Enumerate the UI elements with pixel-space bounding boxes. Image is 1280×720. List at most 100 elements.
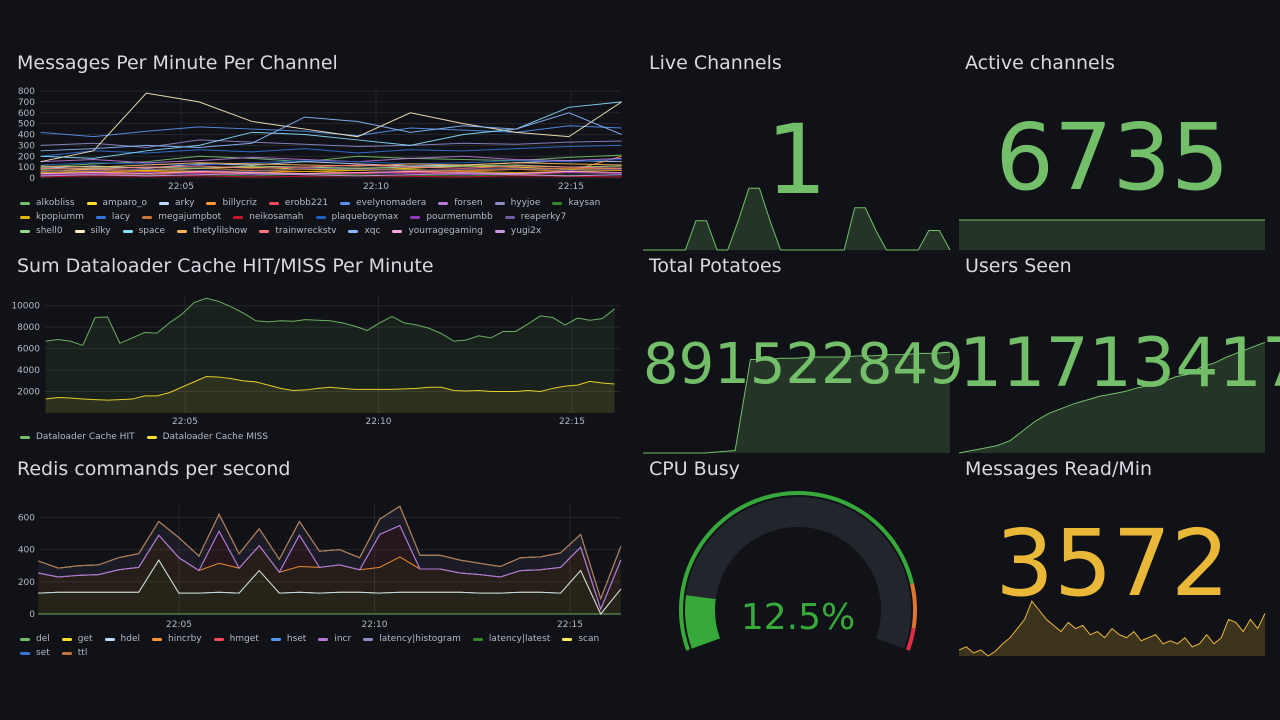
series-line-yourragegaming <box>40 170 622 175</box>
legend-swatch-icon <box>86 201 97 205</box>
legend-label: Dataloader Cache MISS <box>162 432 269 442</box>
legend-label: trainwreckstv <box>275 226 337 236</box>
legend-item[interactable]: latency|latest <box>472 634 551 644</box>
series-line-plaqueboymax <box>40 159 622 166</box>
panel-title-cache[interactable]: Sum Dataloader Cache HIT/MISS Per Minute <box>17 255 434 277</box>
legend-label: kpopiumm <box>36 212 84 222</box>
legend-item[interactable]: hdel <box>104 634 140 644</box>
legend-item[interactable]: scan <box>562 634 599 644</box>
legend-swatch-icon <box>74 229 85 233</box>
legend-label: amparo_o <box>102 198 148 208</box>
legend-swatch-icon <box>61 637 72 641</box>
x-tick-label: 22:15 <box>558 182 584 192</box>
legend-item[interactable]: hset <box>270 634 306 644</box>
panel-title-messages[interactable]: Messages Per Minute Per Channel <box>17 52 338 74</box>
legend-item[interactable]: kaysan <box>552 198 600 208</box>
legend-label: yugi2x <box>510 226 542 236</box>
messages-read-value: 3572 <box>995 510 1230 617</box>
gauge-threshold-green <box>679 491 914 651</box>
legend-item[interactable]: get <box>61 634 93 644</box>
legend-item[interactable]: arky <box>159 198 194 208</box>
panel-title-messages-read[interactable]: Messages Read/Min <box>965 458 1153 480</box>
legend-swatch-icon <box>562 637 573 641</box>
legend-item[interactable]: trainwreckstv <box>259 226 336 236</box>
legend-swatch-icon <box>340 201 351 205</box>
y-tick-label: 6000 <box>17 345 40 355</box>
legend-swatch-icon <box>20 637 30 641</box>
legend-swatch-icon <box>20 229 30 233</box>
legend-swatch-icon <box>122 229 133 233</box>
legend-item[interactable]: thetylilshow <box>177 226 247 236</box>
chart-2: 0 200 400 600 22:05 22:10 22:15 <box>18 503 622 630</box>
legend-item[interactable]: shell0 <box>20 226 63 236</box>
legend-swatch-icon <box>494 201 505 205</box>
legend-swatch-icon <box>268 201 279 205</box>
legend-item[interactable]: amparo_o <box>86 198 148 208</box>
legend-redis: del get hdel hincrby hmget hset incr latency|hi… <box>20 634 620 658</box>
legend-item[interactable]: forsen <box>438 198 483 208</box>
panel-title-live-channels[interactable]: Live Channels <box>649 52 782 74</box>
panel-title-active-channels[interactable]: Active channels <box>965 52 1115 74</box>
y-tick-label: 4000 <box>17 366 40 376</box>
y-tick-label: 200 <box>18 578 35 588</box>
legend-swatch-icon <box>20 435 30 439</box>
sparkline-area-live <box>643 188 950 250</box>
legend-label: arky <box>175 198 195 208</box>
sparkline-line-msgread <box>958 600 1266 657</box>
legend-item[interactable]: pourmenumbb <box>410 212 493 222</box>
y-tick-label: 600 <box>18 109 35 119</box>
legend-item[interactable]: megajumpbot <box>142 212 221 222</box>
legend-item[interactable]: evelynomadera <box>340 198 426 208</box>
legend-item[interactable]: billycriz <box>206 198 257 208</box>
legend-label: silky <box>90 226 111 236</box>
legend-item[interactable]: Dataloader Cache HIT <box>20 432 135 442</box>
legend-item[interactable]: lacy <box>95 212 130 222</box>
legend-swatch-icon <box>20 215 30 219</box>
gauge-threshold-orange <box>910 583 917 629</box>
legend-label: alkobliss <box>36 198 75 208</box>
legend-item[interactable]: kpopiumm <box>20 212 84 222</box>
legend-item[interactable]: hincrby <box>152 634 202 644</box>
legend-item[interactable]: Dataloader Cache MISS <box>146 432 269 442</box>
legend-item[interactable]: yourragegaming <box>392 226 483 236</box>
x-tick-label: 22:05 <box>168 182 194 192</box>
legend-item[interactable]: set <box>20 648 50 658</box>
legend-swatch-icon <box>20 201 30 205</box>
legend-label: scan <box>578 634 600 644</box>
legend-item[interactable]: hmget <box>213 634 259 644</box>
legend-item[interactable]: reaperky7 <box>504 212 566 222</box>
legend-label: thetylilshow <box>193 226 248 236</box>
legend-swatch-icon <box>270 637 281 641</box>
legend-label: billycriz <box>222 198 257 208</box>
gauge-track <box>685 497 911 649</box>
legend-item[interactable]: del <box>20 634 50 644</box>
legend-item[interactable]: erobb221 <box>268 198 328 208</box>
y-tick-label: 10000 <box>11 302 40 312</box>
panel-title-users-seen[interactable]: Users Seen <box>965 255 1072 277</box>
panel-title-redis[interactable]: Redis commands per second <box>17 458 291 480</box>
legend-item[interactable]: latency|histogram <box>363 634 461 644</box>
legend-label: hincrby <box>168 634 202 644</box>
panel-title-cpu-busy[interactable]: CPU Busy <box>649 458 740 480</box>
legend-item[interactable]: silky <box>74 226 111 236</box>
legend-label: del <box>36 634 50 644</box>
legend-item[interactable]: neikosamah <box>233 212 304 222</box>
legend-item[interactable]: xqc <box>348 226 380 236</box>
panel-title-total-potatoes[interactable]: Total Potatoes <box>649 255 782 277</box>
legend-swatch-icon <box>206 201 217 205</box>
legend-item[interactable]: plaqueboymax <box>315 212 398 222</box>
legend-item[interactable]: incr <box>318 634 351 644</box>
legend-item[interactable]: ttl <box>61 648 87 658</box>
legend-item[interactable]: yugi2x <box>494 226 542 236</box>
legend-item[interactable]: space <box>122 226 165 236</box>
series-area-hincrby <box>38 535 621 614</box>
legend-label: hyyjoe <box>510 198 541 208</box>
users-seen-value: 11713417 <box>959 324 1280 403</box>
cpu-busy-value: 12.5% <box>740 597 856 638</box>
legend-item[interactable]: alkobliss <box>20 198 75 208</box>
gauge-threshold-red <box>906 627 916 651</box>
legend-item[interactable]: hyyjoe <box>494 198 541 208</box>
legend-label: latency|latest <box>488 634 551 644</box>
series-line-lacy <box>40 144 622 157</box>
